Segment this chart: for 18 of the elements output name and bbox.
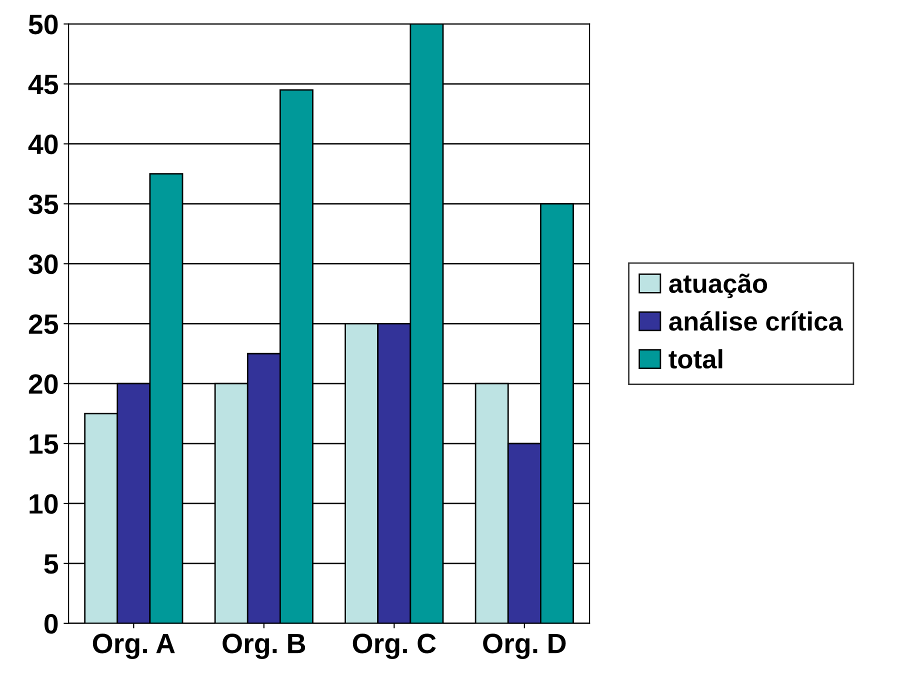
y-tick-label: 30: [28, 254, 58, 274]
y-tick-label: 20: [28, 374, 58, 394]
y-tick-label: 25: [28, 314, 58, 334]
y-tick-label: 0: [44, 614, 58, 634]
x-tick-label: Org. B: [222, 634, 306, 659]
y-tick-label: 10: [30, 494, 58, 514]
x-tick-label: Org. C: [352, 634, 436, 659]
y-tick-label: 40: [28, 134, 58, 154]
y-tick-label: 45: [28, 74, 58, 94]
legend-label: atuação: [669, 274, 768, 298]
legend-label: total: [668, 349, 722, 369]
y-tick-label: 15: [30, 434, 58, 454]
y-tick-label: 50: [28, 14, 58, 34]
legend-label: análise crítica: [669, 311, 844, 331]
y-tick-label: 35: [28, 194, 58, 214]
x-tick-label: Org. D: [483, 634, 566, 659]
x-tick-label: Org. A: [92, 634, 175, 659]
y-tick-label: 5: [44, 554, 58, 574]
